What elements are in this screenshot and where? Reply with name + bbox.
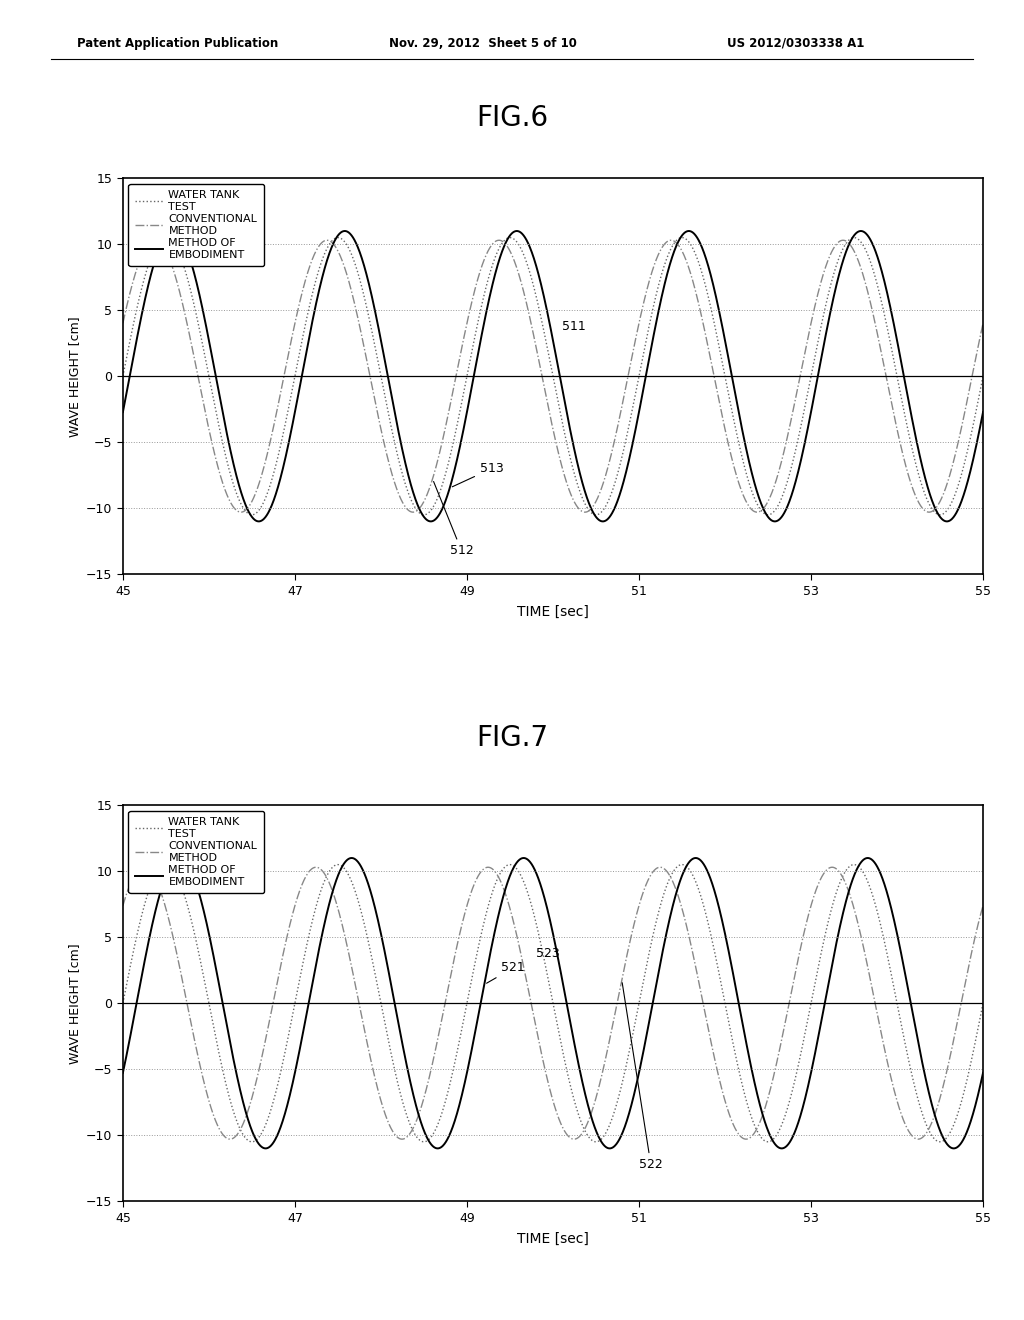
Text: FIG.6: FIG.6: [476, 104, 548, 132]
Text: Nov. 29, 2012  Sheet 5 of 10: Nov. 29, 2012 Sheet 5 of 10: [389, 37, 577, 50]
X-axis label: TIME [sec]: TIME [sec]: [517, 1232, 589, 1246]
X-axis label: TIME [sec]: TIME [sec]: [517, 605, 589, 619]
Text: US 2012/0303338 A1: US 2012/0303338 A1: [727, 37, 864, 50]
Y-axis label: WAVE HEIGHT [cm]: WAVE HEIGHT [cm]: [68, 942, 81, 1064]
Text: 523: 523: [536, 946, 559, 960]
Text: 522: 522: [623, 982, 663, 1171]
Text: 512: 512: [433, 482, 473, 557]
Text: 513: 513: [453, 462, 504, 487]
Legend: WATER TANK
TEST, CONVENTIONAL
METHOD, METHOD OF
EMBODIMENT: WATER TANK TEST, CONVENTIONAL METHOD, ME…: [128, 810, 264, 894]
Text: FIG.7: FIG.7: [476, 725, 548, 752]
Legend: WATER TANK
TEST, CONVENTIONAL
METHOD, METHOD OF
EMBODIMENT: WATER TANK TEST, CONVENTIONAL METHOD, ME…: [128, 183, 264, 267]
Text: 521: 521: [486, 961, 525, 983]
Text: 511: 511: [561, 319, 586, 333]
Text: Patent Application Publication: Patent Application Publication: [77, 37, 279, 50]
Y-axis label: WAVE HEIGHT [cm]: WAVE HEIGHT [cm]: [68, 315, 81, 437]
